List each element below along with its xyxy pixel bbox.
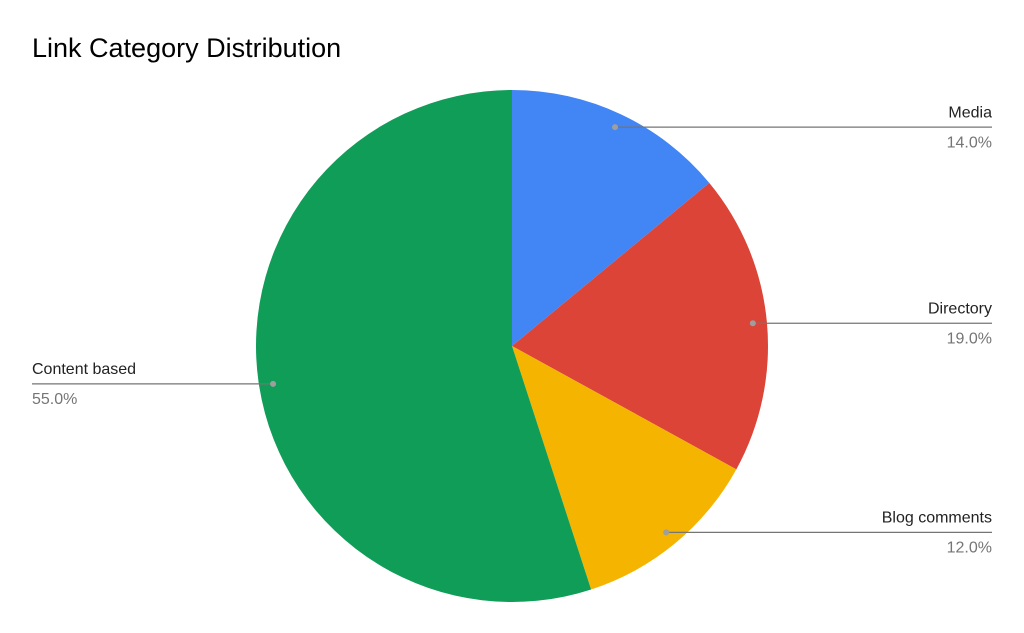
slice-value-label: 14.0% (947, 134, 992, 151)
pie-slice (512, 346, 737, 590)
chart-title: Link Category Distribution (32, 33, 341, 63)
callout-dot (663, 529, 670, 536)
slice-label: Directory (928, 300, 992, 317)
slice-label: Blog comments (882, 510, 992, 527)
callout-dot (612, 124, 619, 131)
slice-value-label: 55.0% (32, 391, 77, 408)
slice-label: Media (948, 104, 992, 121)
callout-dot (270, 380, 277, 387)
pie-slice (512, 90, 710, 346)
slice-label: Content based (32, 361, 136, 378)
slice-value-label: 12.0% (947, 540, 992, 557)
callout-dot (749, 320, 756, 327)
slice-value-label: 19.0% (947, 330, 992, 347)
pie-slice (255, 90, 592, 602)
pie-slice (512, 182, 768, 470)
